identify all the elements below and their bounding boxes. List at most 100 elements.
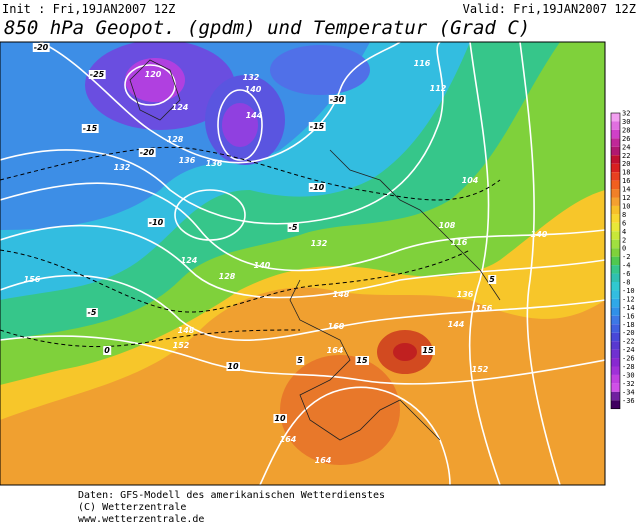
contour-label: 124	[181, 256, 198, 265]
contour-label: 164	[280, 435, 297, 444]
legend-swatch	[611, 129, 620, 139]
legend-swatch	[611, 391, 620, 401]
legend-label: 28	[622, 126, 630, 134]
contour-label: -10	[310, 183, 325, 192]
valid-time: Valid: Fri,19JAN2007 12Z	[463, 2, 636, 16]
contour-label: 15	[422, 346, 434, 355]
contour-label-bg	[355, 356, 369, 365]
contour-label-bg	[488, 275, 497, 284]
legend-label: 16	[622, 177, 630, 185]
legend-label: -26	[622, 355, 635, 363]
legend-label: 6	[622, 219, 626, 227]
contour-label: -15	[83, 124, 98, 133]
legend-swatch	[611, 374, 620, 384]
legend-frame	[610, 112, 621, 410]
warm-core	[393, 343, 417, 361]
contour-label: -10	[149, 218, 164, 227]
contour-label-bg	[147, 218, 165, 227]
legend-swatch	[611, 273, 620, 282]
legend-label: -10	[622, 287, 635, 295]
contour-label-bg	[296, 356, 305, 365]
contour-label: 148	[333, 290, 350, 299]
contour-labels: 120 124 128 132 136 140 144 132 136 140 116 112 104 1…	[24, 43, 548, 465]
legend-swatch	[611, 315, 620, 325]
contour-label: 104	[462, 176, 479, 185]
legend-swatch	[611, 307, 620, 316]
legend-swatch	[611, 205, 620, 215]
contour-label: 116	[451, 238, 468, 247]
legend-label: 12	[622, 194, 630, 202]
contour-label-bg	[308, 183, 326, 192]
legend-label: 30	[622, 118, 630, 126]
contour-label: -5	[289, 223, 298, 232]
legend-swatch	[611, 324, 620, 333]
legend-swatch	[611, 290, 620, 299]
legend-label: -22	[622, 338, 635, 346]
contour-label: -30	[330, 95, 345, 104]
legend-label: 22	[622, 152, 630, 160]
contour-label: 140	[531, 230, 548, 239]
contour-label: 128	[167, 135, 184, 144]
contour-label: 144	[246, 111, 263, 120]
legend-label: 2	[622, 236, 626, 244]
legend-label: 18	[622, 169, 630, 177]
contour-label-bg	[287, 223, 299, 232]
init-time: Init : Fri,19JAN2007 12Z	[2, 2, 175, 16]
legend-label: 8	[622, 211, 626, 219]
legend-label: 20	[622, 160, 630, 168]
color-legend: 32302826242220181614121086420-2-4-6-8-10…	[610, 110, 635, 410]
contour-label-bg	[103, 346, 112, 355]
legend-swatch	[611, 121, 620, 130]
contour-label-bg	[88, 70, 106, 79]
cold-core	[222, 103, 258, 147]
warm-core	[280, 355, 400, 465]
contour-label-bg	[226, 362, 240, 371]
legend-label: -18	[622, 321, 635, 329]
legend-label: 10	[622, 202, 630, 210]
legend-label: -30	[622, 371, 635, 379]
footer-url: www.wetterzentrale.de	[78, 514, 204, 525]
legend-swatch	[611, 358, 620, 367]
legend-label: 26	[622, 135, 630, 143]
cold-core	[125, 58, 185, 102]
legend-label: 14	[622, 186, 630, 194]
contour-label: 140	[254, 261, 271, 270]
legend-label: 0	[622, 245, 626, 253]
legend-swatch	[611, 349, 620, 359]
contour-label: 136	[179, 156, 196, 165]
legend-label: -20	[622, 329, 635, 337]
contour-label: -15	[310, 122, 325, 131]
contour-label: 132	[114, 163, 131, 172]
contour-label-bg	[328, 95, 346, 104]
legend-swatch	[611, 298, 620, 308]
contour-label-bg	[273, 414, 287, 423]
contour-label: 5	[489, 275, 495, 284]
temperature-contours	[0, 146, 501, 348]
coastlines	[129, 59, 501, 441]
contour-label: 140	[245, 85, 262, 94]
legend-label: 4	[622, 228, 626, 236]
contour-label-bg	[86, 308, 98, 317]
contour-label: 136	[457, 290, 474, 299]
legend-swatch	[611, 341, 620, 350]
legend-label: 32	[622, 110, 630, 118]
legend-swatch	[611, 214, 620, 223]
legend-swatch	[611, 113, 620, 122]
legend-label: -6	[622, 270, 630, 278]
legend-swatch	[611, 172, 620, 181]
contour-label-bg	[138, 148, 156, 157]
cold-core	[270, 45, 370, 95]
contour-label: 10	[274, 414, 286, 423]
contour-label: 148	[178, 326, 195, 335]
contour-label: 124	[172, 103, 189, 112]
legend-label: -2	[622, 253, 630, 261]
contour-label-bg	[308, 122, 326, 131]
contour-label: -25	[90, 70, 105, 79]
map-frame	[0, 41, 606, 486]
legend-label: -4	[622, 262, 630, 270]
contour-label: 164	[327, 346, 344, 355]
contour-label: 10	[227, 362, 239, 371]
contour-label: 132	[311, 239, 328, 248]
legend-swatch	[611, 163, 620, 173]
